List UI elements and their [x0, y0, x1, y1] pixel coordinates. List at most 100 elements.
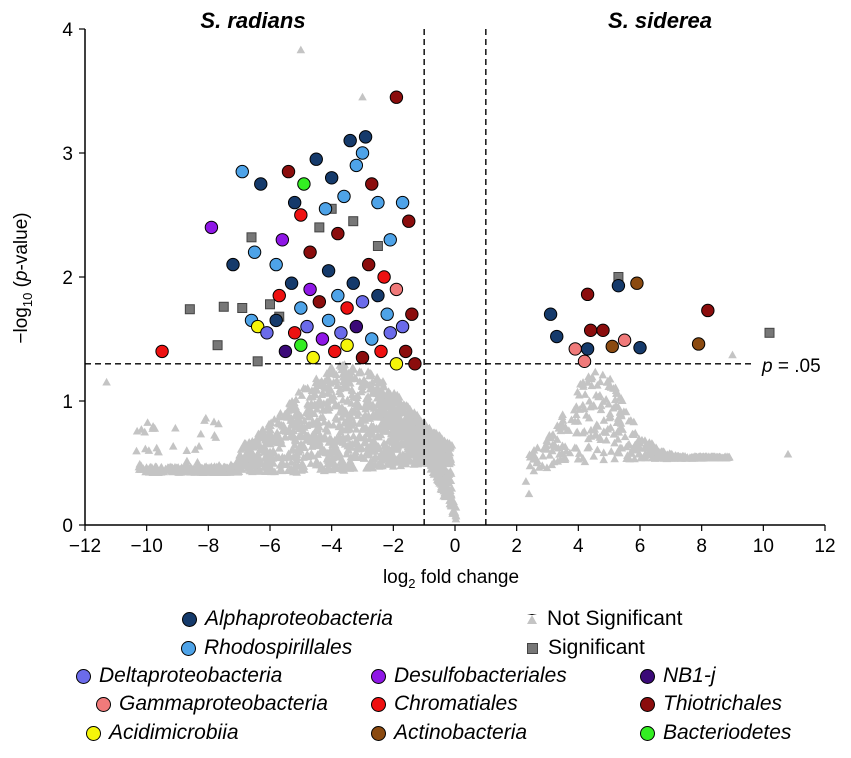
x-tick-label: 0 [450, 536, 461, 557]
taxon-point [544, 308, 556, 320]
not-significant-point [784, 450, 793, 458]
taxon-point [584, 324, 596, 336]
x-axis-label-main: log [383, 567, 408, 588]
significant-point [219, 302, 228, 311]
taxon-point [399, 345, 411, 357]
taxon-point [236, 165, 248, 177]
taxon-point [396, 196, 408, 208]
not-significant-point [522, 477, 531, 485]
not-significant-point [589, 452, 598, 460]
x-axis-label-subscript: 2 [408, 576, 415, 591]
legend-label: Alphaproteobacteria [205, 607, 393, 631]
legend-item: Alphaproteobacteria [182, 607, 393, 631]
taxon-point [205, 221, 217, 233]
taxon-point [310, 153, 322, 165]
taxon-point [276, 234, 288, 246]
significant-point [349, 217, 358, 226]
taxon-point [329, 345, 341, 357]
taxon-point [338, 190, 350, 202]
legend-item: Acidimicrobiia [86, 721, 239, 745]
not-significant-point [728, 351, 737, 359]
taxon-point [313, 296, 325, 308]
title-right: S. siderea [608, 8, 712, 33]
significant-point [213, 341, 222, 350]
taxon-point [618, 334, 630, 346]
taxon-point [581, 288, 593, 300]
significant-point [266, 300, 275, 309]
not-significant-point [135, 460, 144, 468]
x-axis-label-rest: fold change [416, 567, 520, 588]
significant-point [373, 242, 382, 251]
legend-marker [96, 697, 111, 712]
legend-item: Significant [527, 636, 645, 660]
taxon-point [288, 196, 300, 208]
taxon-point [409, 358, 421, 370]
legend-label: Not Significant [547, 607, 682, 631]
taxon-point [381, 308, 393, 320]
legend-item: Bacteriodetes [640, 721, 791, 745]
taxon-point [248, 246, 260, 258]
x-tick-label: 12 [814, 536, 835, 557]
not-significant-point [358, 93, 367, 101]
title-left: S. radians [200, 8, 305, 33]
not-significant-point [607, 447, 616, 455]
taxon-point [304, 246, 316, 258]
y-tick-label: 1 [62, 392, 73, 413]
taxon-point [288, 327, 300, 339]
legend-marker [181, 641, 196, 656]
not-significant-point [132, 447, 141, 455]
significant-point [185, 305, 194, 314]
taxon-point [279, 345, 291, 357]
taxon-point [384, 327, 396, 339]
not-significant-point [195, 442, 204, 450]
taxon-point [270, 314, 282, 326]
not-significant-point [599, 455, 608, 463]
taxon-point [307, 351, 319, 363]
taxon-point [403, 215, 415, 227]
x-tick-label: −2 [382, 536, 404, 557]
y-tick-label: 3 [62, 144, 73, 165]
not-significant-point [210, 418, 219, 426]
not-significant-point [102, 378, 111, 386]
x-tick-label: −4 [321, 536, 343, 557]
legend-marker [76, 669, 91, 684]
y-tick-label: 0 [62, 516, 73, 537]
taxon-point [255, 178, 267, 190]
taxon-point [322, 265, 334, 277]
legend-marker [640, 669, 655, 684]
taxon-point [156, 345, 168, 357]
y-axis-label-rest: -value) [11, 212, 32, 270]
taxon-point [612, 279, 624, 291]
x-tick-label: −12 [69, 536, 101, 557]
taxon-point [634, 341, 646, 353]
legend-item: Gammaproteobacteria [96, 692, 328, 716]
not-significant-point [580, 427, 589, 435]
taxon-point [319, 203, 331, 215]
taxon-point [227, 258, 239, 270]
not-significant-point [525, 490, 534, 498]
x-tick-label: 2 [511, 536, 522, 557]
taxon-point [301, 320, 313, 332]
taxon-point [578, 355, 590, 367]
taxon-point [316, 333, 328, 345]
y-axis-label-subscript: 10 [20, 293, 35, 307]
taxon-point [362, 258, 374, 270]
legend-item: Chromatiales [371, 692, 518, 716]
threshold-label-p: p [761, 356, 773, 377]
legend-label: Chromatiales [394, 692, 518, 716]
significant-circle-points [156, 91, 714, 370]
not-significant-point [591, 368, 600, 376]
taxon-point [356, 351, 368, 363]
not-significant-point [327, 363, 336, 371]
taxon-point [332, 227, 344, 239]
taxon-point [350, 320, 362, 332]
taxon-point [569, 343, 581, 355]
significant-point [315, 223, 324, 232]
y-axis-label-main: −log [11, 307, 32, 343]
taxon-point [273, 289, 285, 301]
legend-item: Actinobacteria [371, 721, 527, 745]
x-tick-label: −8 [197, 536, 219, 557]
significant-point [253, 357, 262, 366]
not-significant-point [202, 414, 211, 422]
